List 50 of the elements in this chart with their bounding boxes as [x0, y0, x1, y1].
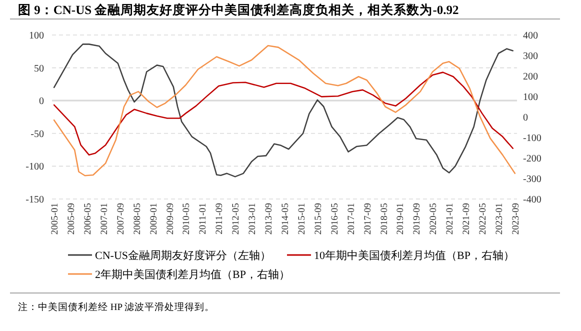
x-tick-label: 2007-09 — [116, 202, 126, 235]
x-tick-label: 2019-09 — [412, 202, 423, 235]
y2-tick-label: 200 — [523, 72, 538, 82]
y-tick-label: -50 — [30, 128, 44, 140]
x-tick-label: 2013-09 — [264, 202, 275, 235]
y-tick-label: 50 — [34, 63, 44, 74]
y-tick-label: 0 — [39, 96, 44, 108]
y-tick-label: -150 — [26, 194, 44, 206]
y2-tick-label: 100 — [523, 92, 538, 103]
x-tick-label: 2006-05 — [83, 202, 94, 235]
text: 注：中美国债利差经 HP 滤波平滑处理得到。 — [18, 301, 215, 313]
y2-tick-label: 0 — [523, 112, 528, 124]
x-tick-label: 2023-01 — [494, 202, 505, 235]
y2-tick-label: -300 — [523, 174, 542, 185]
x-tick-label: 2021-01 — [446, 202, 456, 235]
x-tick-label: 2016-05 — [330, 202, 340, 235]
x-tick-label: 2010-05 — [182, 202, 192, 235]
y-tick-label: -100 — [26, 162, 44, 173]
legend-label: CN-US金融周期友好度评分（左轴） — [95, 249, 272, 262]
legend-label: 2年期中美国债利差月均值（BP，右轴） — [95, 268, 290, 281]
legend-label: 10年期中美国债利差月均值（BP，右轴） — [314, 249, 514, 262]
x-tick-label: 2023-09 — [511, 202, 522, 235]
chart-title: 图 9：CN-US 金融周期友好度评分中美国债利差高度负相关，相关系数为-0.92 — [18, 2, 459, 17]
x-tick-label: 2015-01 — [297, 202, 308, 235]
x-tick-label: 2020-05 — [429, 202, 440, 235]
x-tick-label: 2017-09 — [363, 202, 374, 235]
x-tick-label: 2014-05 — [281, 202, 291, 235]
x-tick-label: 2005-09 — [67, 202, 78, 235]
x-tick-label: 2017-01 — [346, 202, 357, 235]
x-tick-label: 2005-01 — [50, 202, 61, 235]
x-tick-label: 2011-01 — [198, 202, 209, 234]
x-tick-label: 2018-05 — [380, 202, 390, 235]
x-tick-label: 2008-05 — [132, 202, 143, 235]
x-tick-label: 2009-09 — [166, 202, 176, 235]
x-tick-label: 2021-09 — [462, 202, 472, 235]
x-tick-label: 2012-05 — [232, 202, 242, 235]
y2-tick-label: 400 — [523, 30, 538, 42]
y2-tick-label: -100 — [523, 133, 542, 144]
x-tick-label: 2011-09 — [215, 202, 226, 234]
x-tick-label: 2019-01 — [396, 202, 406, 235]
x-tick-label: 2015-09 — [314, 202, 324, 235]
x-tick-label: 2022-05 — [478, 202, 489, 235]
x-tick-label: 2009-01 — [149, 202, 160, 235]
x-tick-label: 2013-01 — [248, 202, 258, 235]
x-tick-label: 2007-01 — [100, 202, 110, 235]
y2-tick-label: -400 — [523, 194, 542, 206]
y2-tick-label: -200 — [523, 154, 542, 164]
y2-tick-label: 300 — [523, 51, 538, 62]
y-tick-label: 100 — [29, 30, 44, 42]
line-series — [53, 72, 514, 156]
